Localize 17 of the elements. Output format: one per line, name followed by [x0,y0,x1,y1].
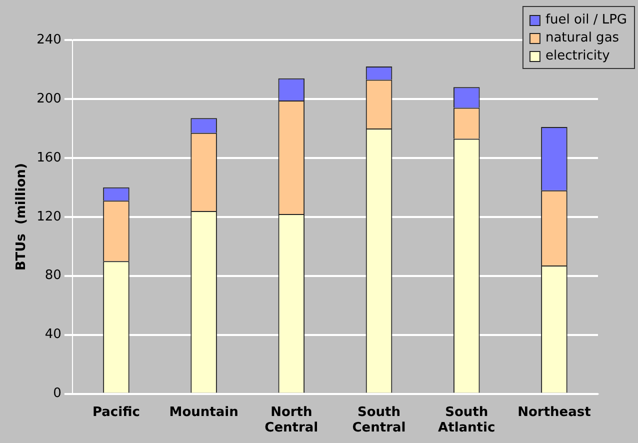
y-tick-label: 160 [36,150,62,166]
x-tick-label: Pacific [92,404,140,420]
y-tick-label: 200 [36,91,62,106]
y-axis-title: BTUs (million) [14,163,30,271]
y-tick-label: 120 [36,209,62,224]
x-tick-label: South Atlantic [438,404,496,436]
y-tick-label: 40 [44,327,62,342]
y-tick-label: 80 [44,268,62,284]
x-tick-label: Mountain [169,404,238,420]
x-tick-label: North Central [264,404,318,436]
y-tick-label: 240 [36,32,62,48]
legend-label: electricity [545,48,610,64]
legend-label: fuel oil / LPG [545,12,628,28]
x-tick-label: Northeast [518,404,591,420]
legend-label: natural gas [545,30,620,46]
y-tick-label: 0 [53,386,62,402]
x-tick-label: South Central [352,404,406,436]
